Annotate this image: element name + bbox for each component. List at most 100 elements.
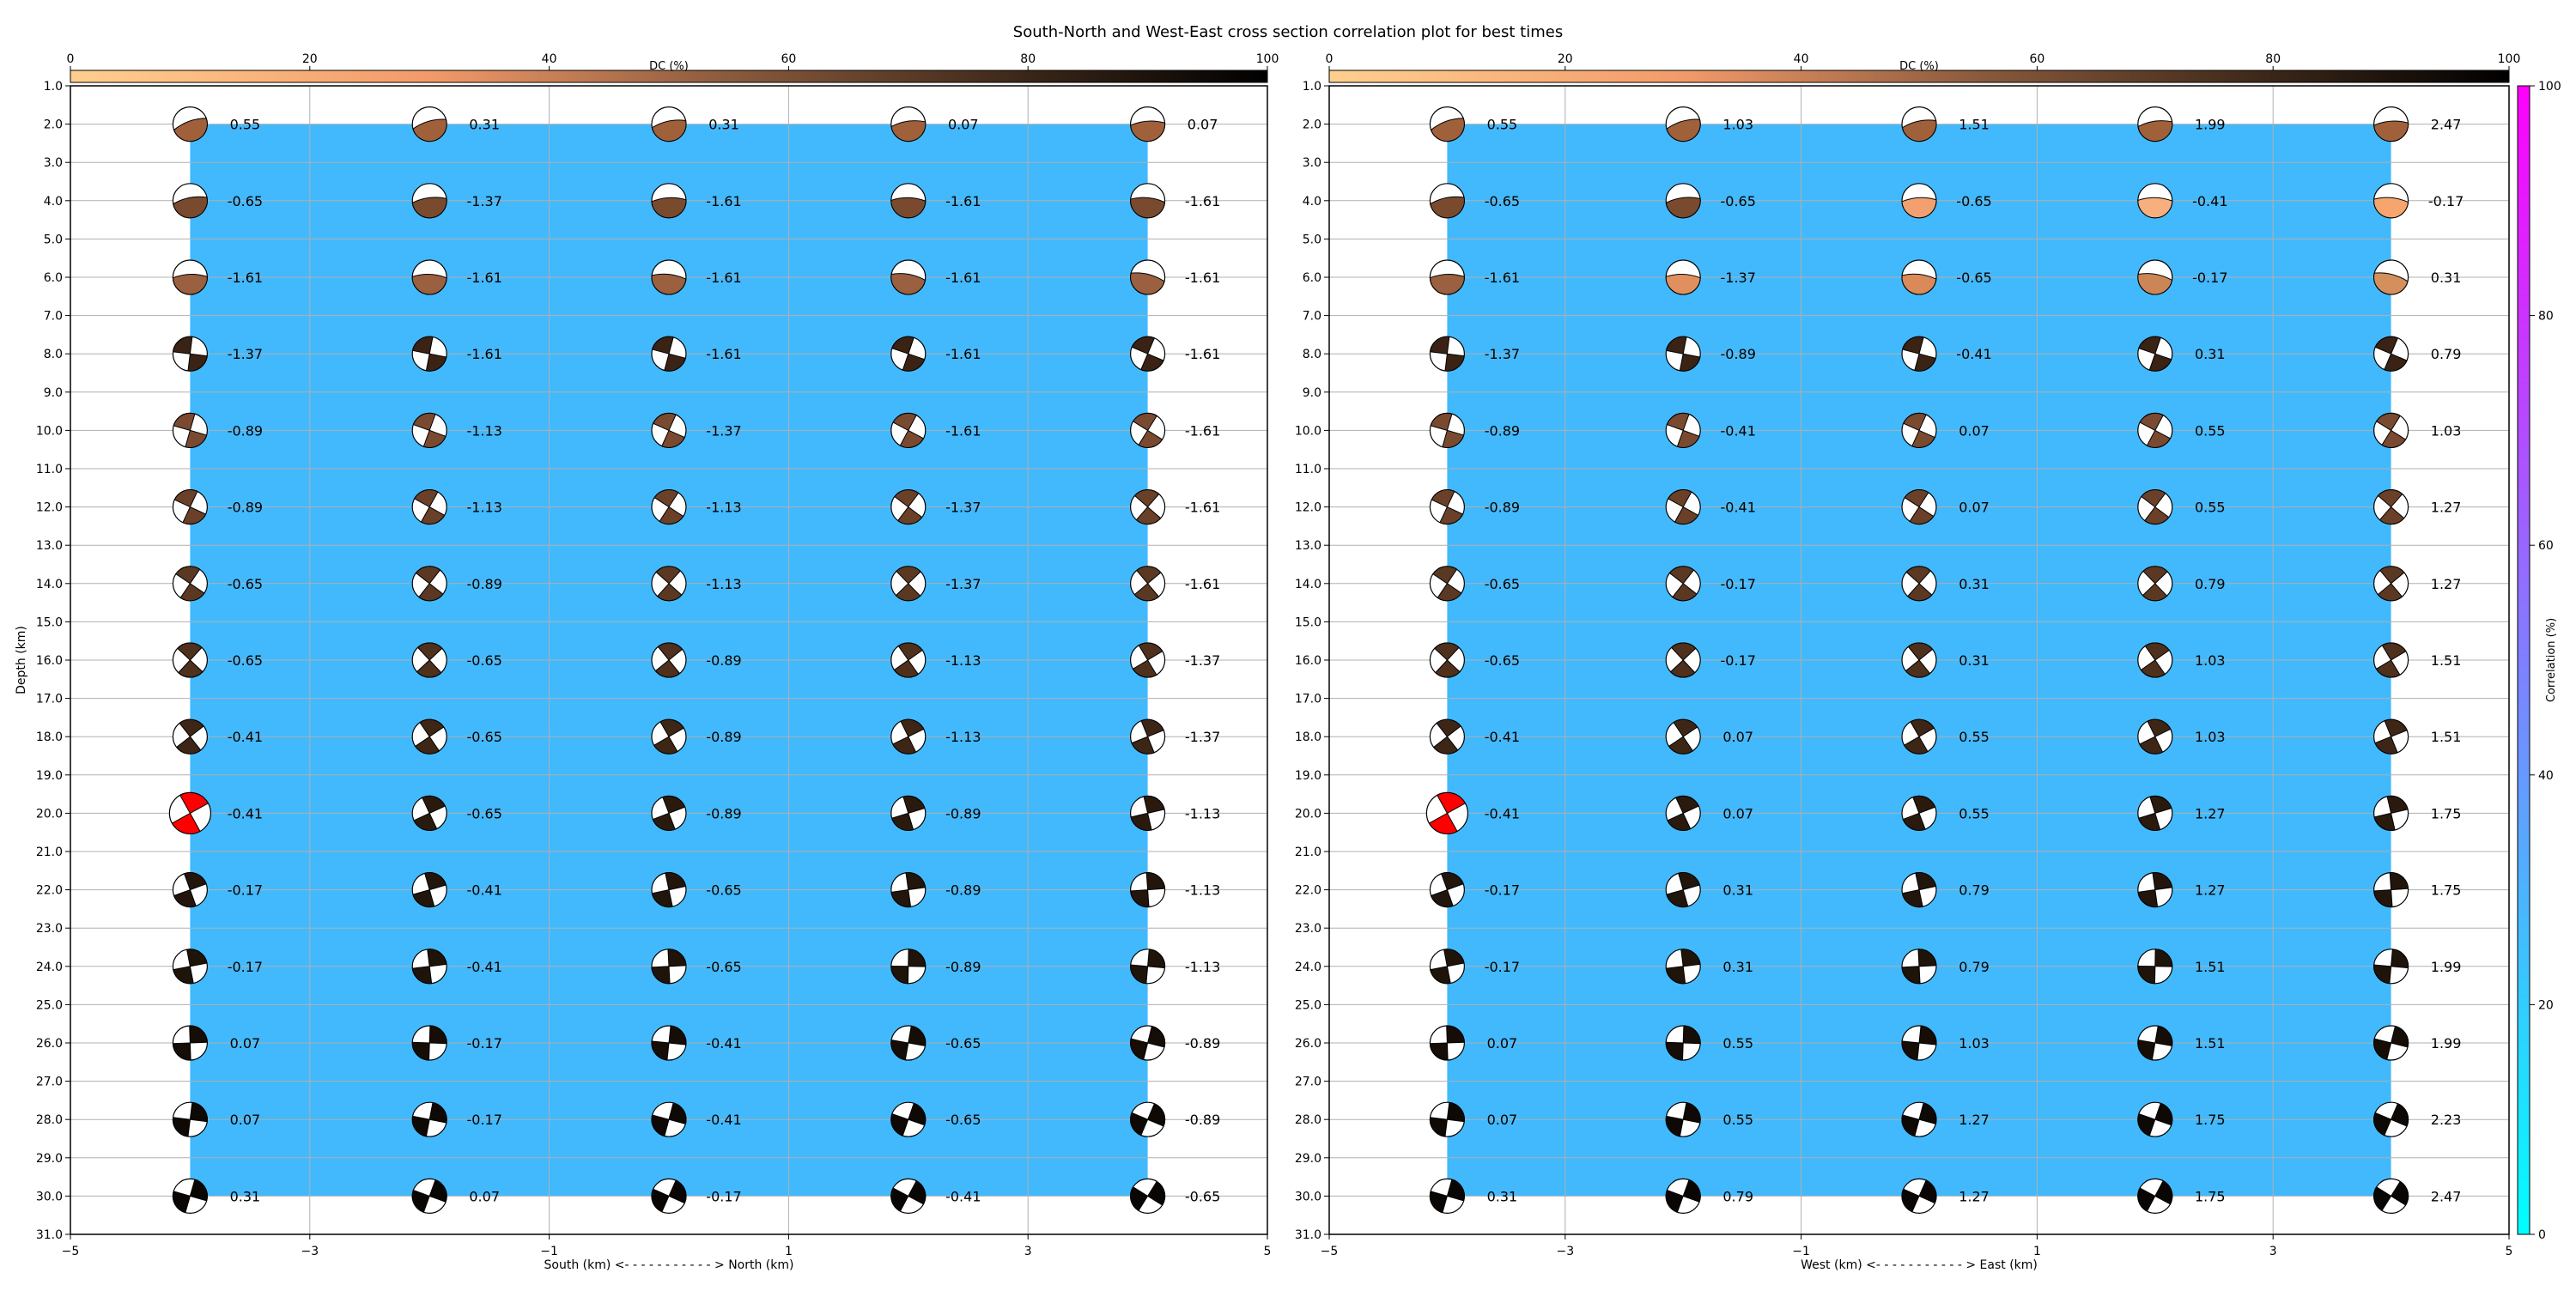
beachball-quadrants [890,1102,927,1136]
beachball-compressional [893,659,919,678]
time-shift-label: -1.37 [1720,270,1755,286]
beachball [1429,336,1466,372]
time-shift-label: -1.13 [1185,959,1220,975]
beachball [411,949,447,985]
time-shift-label: 1.99 [2195,117,2226,133]
time-shift-label: 0.55 [1959,729,1990,745]
beachball-compressional [664,353,686,372]
beachball-compressional [2373,1186,2392,1212]
y-tick-label: 7.0 [1303,310,1321,324]
beachball [1901,488,1937,525]
y-tick-label: 7.0 [44,310,63,324]
beachball [1129,566,1166,602]
beachball [1429,1025,1466,1061]
beachball-compressional [179,583,205,602]
time-shift-label: -1.13 [1185,805,1220,821]
dc-colorbar-tick-label: 0 [1326,52,1334,66]
time-shift-label: 0.07 [1188,117,1218,133]
beachball [890,412,927,448]
beachball [411,718,447,755]
beachball-compressional [1682,1179,1701,1203]
beachball-quadrants [2142,566,2168,602]
time-shift-label: -1.61 [466,270,501,286]
time-shift-label: -0.65 [466,805,501,821]
beachball-quadrants [652,795,686,831]
beachball-compressional [185,429,208,448]
beachball-compressional [1665,1189,1684,1213]
beachball-quadrants [890,1025,927,1061]
beachball [1129,949,1166,985]
beachball-compressional [1901,966,1921,985]
y-tick-label: 30.0 [1295,1190,1321,1203]
beachball-compressional [2144,642,2170,661]
beachball [1901,336,1937,372]
beachball-compressional [2137,197,2173,219]
x-tick-label: 3 [1024,1245,1032,1258]
beachball-compressional [415,566,441,585]
beachball-quadrants [171,791,210,834]
beachball-compressional [1678,872,1701,891]
beachball-compressional [2138,336,2161,355]
beachball-compressional [1440,872,1464,891]
beachball-quadrants [1130,1103,1166,1136]
y-tick-label: 11.0 [36,463,63,476]
y-tick-label: 17.0 [1295,693,1321,706]
beachball-quadrants [2137,949,2173,985]
beachball-compressional [1917,949,1937,967]
beachball [2137,183,2173,219]
beachball-compressional [1140,718,1164,737]
beachball-compressional [2148,353,2172,372]
beachball-compressional [411,336,434,355]
dc-colorbar-tick-label: 100 [1256,52,1279,66]
beachball-compressional [427,949,447,967]
time-shift-label: 1.99 [2431,1035,2462,1052]
y-tick-label: 28.0 [1295,1113,1321,1127]
beachball-quadrants [1431,118,1465,142]
beachball-compressional [1432,736,1459,755]
time-shift-label: -0.89 [945,805,981,821]
time-shift-label: -0.17 [466,1035,501,1052]
y-tick-label: 16.0 [1295,654,1321,668]
beachball-quadrants [651,872,687,908]
beachball-compressional [899,429,925,448]
beachball-quadrants [416,642,443,678]
beachball-compressional [418,583,444,602]
y-tick-label: 19.0 [36,769,63,783]
time-shift-label: -0.17 [706,1188,741,1204]
time-shift-label: -0.65 [228,576,263,592]
beachball [2137,566,2173,602]
y-tick-label: 12.0 [36,501,63,515]
beachball [1665,795,1701,832]
time-shift-label: 0.07 [1959,422,1990,439]
beachball-quadrants [653,412,685,448]
y-tick-label: 16.0 [36,654,63,668]
beachball-compressional [173,196,208,219]
time-shift-label: -1.37 [228,346,263,362]
time-shift-label: 0.55 [2195,422,2226,439]
beachball [411,1025,447,1061]
time-shift-label: 2.47 [2431,117,2462,133]
time-shift-label: -1.37 [1185,652,1220,669]
beachball-quadrants [1666,872,1701,908]
beachball-quadrants [2137,1102,2173,1136]
beachball [1665,336,1701,372]
time-shift-label: 0.55 [1487,117,1518,133]
beachball-compressional [411,966,433,985]
beachball-compressional [1147,949,1166,969]
beachball-quadrants [890,120,927,142]
beachball-compressional [1665,1115,1684,1137]
beachball-compressional [424,872,447,891]
beachball-compressional [1665,966,1686,985]
beachball [1429,1178,1466,1215]
beachball-quadrants [651,273,687,295]
time-shift-label: 0.31 [469,117,500,133]
dc-colorbar-tick-label: 40 [1794,52,1809,66]
beachball-compressional [416,642,443,661]
beachball-quadrants [1430,872,1464,908]
y-tick-label: 8.0 [1303,348,1321,361]
beachball [172,336,208,372]
y-tick-label: 2.0 [44,118,63,132]
beachball [1665,718,1701,755]
beachball [2373,718,2409,755]
beachball-compressional [651,1114,670,1137]
